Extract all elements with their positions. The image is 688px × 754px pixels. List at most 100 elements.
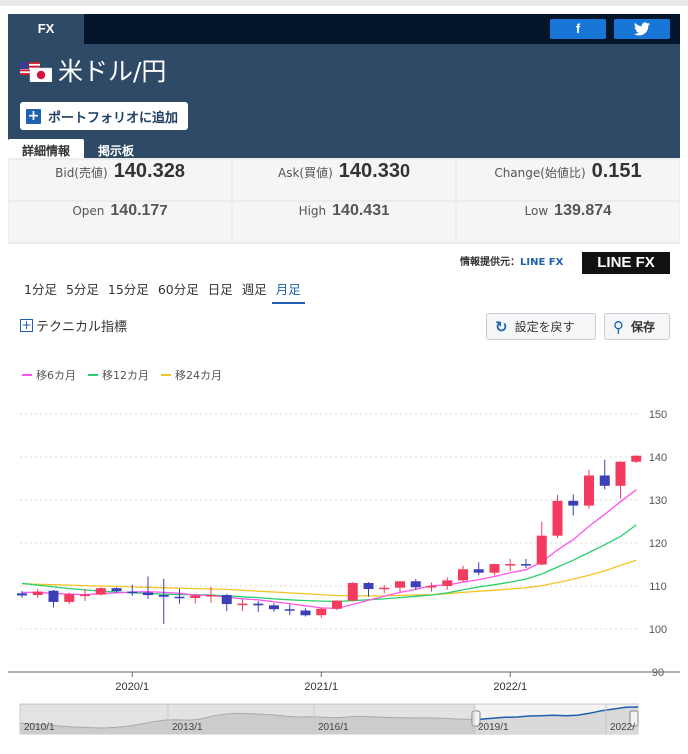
x-tick-label: 2022/1: [493, 681, 527, 693]
tab-board[interactable]: 掲示板: [97, 144, 134, 158]
navigator-tick-label: 2022/: [610, 722, 635, 733]
candle: [64, 594, 75, 602]
twitter-share-button[interactable]: [614, 19, 670, 39]
header: FX f 米ドル/円 + ポートフォリオに追加: [8, 14, 680, 164]
add-portfolio-button[interactable]: + ポートフォリオに追加: [20, 102, 189, 130]
jp-flag-icon: [29, 67, 52, 82]
candle: [206, 595, 216, 597]
candle: [363, 582, 374, 590]
bid-label: Bid(売値): [55, 166, 108, 180]
bid-cell: Bid(売値) 140.328: [9, 160, 231, 200]
candle: [521, 564, 531, 566]
period-60min[interactable]: 60分足: [157, 282, 199, 297]
technical-label: テクニカル指標: [36, 320, 128, 335]
data-provider: 情報提供元：LINE FX: [460, 256, 563, 270]
y-tick-label: 120: [649, 538, 667, 550]
period-5min[interactable]: 5分足: [65, 282, 99, 297]
candle: [269, 605, 279, 610]
candle: [505, 564, 516, 566]
plus-icon: +: [26, 107, 41, 124]
candle: [379, 587, 390, 590]
line-fx-logo[interactable]: LINE FX: [582, 252, 670, 274]
chart-legend: 移6カ月 移12カ月 移24カ月: [22, 367, 234, 383]
period-monthly[interactable]: 月足: [271, 280, 305, 304]
currency-flags-icon: [20, 62, 52, 82]
candle: [347, 582, 358, 601]
period-15min[interactable]: 15分足: [107, 282, 149, 297]
navigator-tick-label: 2010/1: [24, 722, 55, 733]
ask-cell: Ask(買値) 140.330: [233, 160, 455, 200]
low-cell: Low 139.874: [457, 202, 679, 242]
navigator-handle[interactable]: [629, 710, 639, 727]
price-chart[interactable]: 150 140 130 120 110 100 90 2020/1 2021/1 2022/1 20…: [8, 392, 680, 754]
high-value: 140.431: [332, 202, 390, 219]
change-value: 0.151: [591, 160, 642, 182]
candle: [426, 586, 437, 588]
candle: [174, 596, 185, 599]
save-label: 保存: [631, 320, 656, 334]
candle: [395, 581, 405, 588]
open-value: 140.177: [110, 202, 168, 219]
save-button[interactable]: ⚲ 保存: [604, 313, 670, 340]
top-strip: [0, 0, 688, 6]
candle: [489, 564, 500, 573]
candle: [32, 591, 43, 596]
candle: [631, 455, 642, 462]
provider-label: 情報提供元：: [460, 257, 520, 268]
x-tick-label: 2021/1: [304, 681, 338, 693]
legend-ma12[interactable]: 移12カ月: [88, 367, 149, 383]
candle: [473, 569, 484, 573]
provider-link[interactable]: LINE FX: [520, 257, 564, 268]
candle: [80, 594, 90, 597]
candle: [48, 590, 59, 602]
candle: [536, 535, 547, 565]
high-label: High: [298, 204, 327, 218]
y-tick-label: 130: [649, 495, 667, 507]
technical-indicator-toggle[interactable]: + テクニカル指標: [20, 316, 127, 335]
change-cell: Change(始値比) 0.151: [457, 160, 679, 200]
legend-ma24[interactable]: 移24カ月: [161, 367, 222, 383]
y-tick-label: 150: [649, 409, 667, 421]
x-tick-label: 2020/1: [115, 681, 149, 693]
candle: [111, 588, 122, 592]
period-1min[interactable]: 1分足: [24, 282, 57, 297]
navigator-selected-line: [480, 706, 639, 721]
ma6-line: [22, 489, 637, 610]
legend-ma6[interactable]: 移6カ月: [22, 367, 76, 383]
ask-value: 140.330: [338, 160, 410, 182]
candle: [552, 500, 563, 536]
paperclip-icon: ⚲: [613, 317, 624, 336]
y-tick-label: 110: [649, 581, 667, 593]
low-label: Low: [524, 204, 549, 218]
change-label: Change(始値比): [494, 166, 586, 180]
period-daily[interactable]: 日足: [207, 282, 233, 297]
candle: [221, 595, 232, 605]
candle: [143, 592, 153, 596]
candle: [95, 588, 106, 595]
candle: [253, 603, 264, 606]
open-label: Open: [72, 204, 105, 218]
refresh-icon: ↻: [495, 317, 508, 336]
quote-grid: Bid(売値) 140.328 Ask(買値) 140.330 Change(始…: [8, 158, 680, 244]
period-weekly[interactable]: 週足: [241, 282, 267, 297]
reset-settings-button[interactable]: ↻ 設定を戻す: [486, 313, 596, 340]
plus-box-icon: +: [20, 318, 33, 332]
tab-fx[interactable]: FX: [8, 14, 84, 44]
facebook-share-button[interactable]: f: [550, 19, 606, 39]
ask-label: Ask(買値): [278, 166, 333, 180]
reset-label: 設定を戻す: [514, 320, 575, 334]
navigator-tick-label: 2016/1: [318, 722, 349, 733]
candle: [568, 500, 579, 506]
fx-widget: FX f 米ドル/円 + ポートフォリオに追加: [8, 6, 680, 754]
candle: [158, 595, 169, 597]
y-tick-label: 140: [649, 452, 667, 464]
period-tabs: 1分足 5分足 15分足 60分足 日足 週足 月足: [20, 280, 306, 304]
open-cell: Open 140.177: [9, 202, 231, 242]
candle: [284, 609, 295, 611]
candle: [316, 608, 327, 616]
y-tick-label: 100: [649, 624, 667, 636]
candle: [17, 593, 27, 596]
pair-title: 米ドル/円: [58, 57, 167, 86]
navigator-tick-label: 2013/1: [172, 722, 203, 733]
candle: [584, 475, 594, 506]
